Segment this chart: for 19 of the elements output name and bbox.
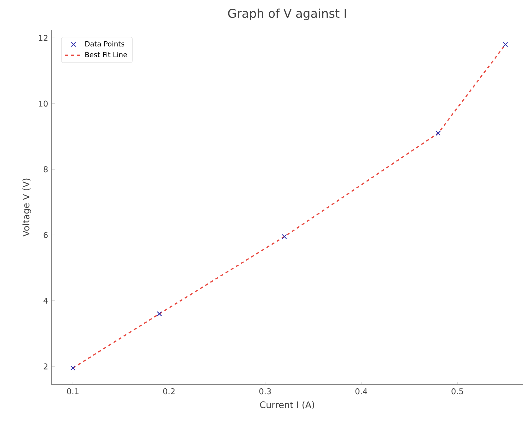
x-tick-label: 0.2 (163, 388, 175, 395)
y-tick-label: 4 (44, 298, 48, 304)
x-axis-title: Current I (A) (260, 401, 314, 410)
point (282, 234, 288, 240)
y-axis-title: Voltage V (V) (22, 178, 32, 237)
x-tick-label: 0.3 (260, 388, 272, 395)
point (503, 42, 508, 48)
y-tick-label: 6 (44, 232, 48, 238)
y-tick-label: 10 (39, 100, 48, 107)
y-tick-label: 2 (44, 364, 48, 370)
x-tick-label: 0.5 (452, 388, 464, 395)
point (436, 130, 441, 136)
point (157, 312, 162, 317)
point (70, 366, 76, 371)
y-tick-label: 8 (44, 166, 48, 173)
y-tick-label: 12 (39, 35, 48, 42)
chart-title: Graph of V against I (228, 8, 346, 20)
x-tick-label: 0.1 (67, 388, 79, 395)
x-tick-label: 0.4 (356, 388, 368, 395)
